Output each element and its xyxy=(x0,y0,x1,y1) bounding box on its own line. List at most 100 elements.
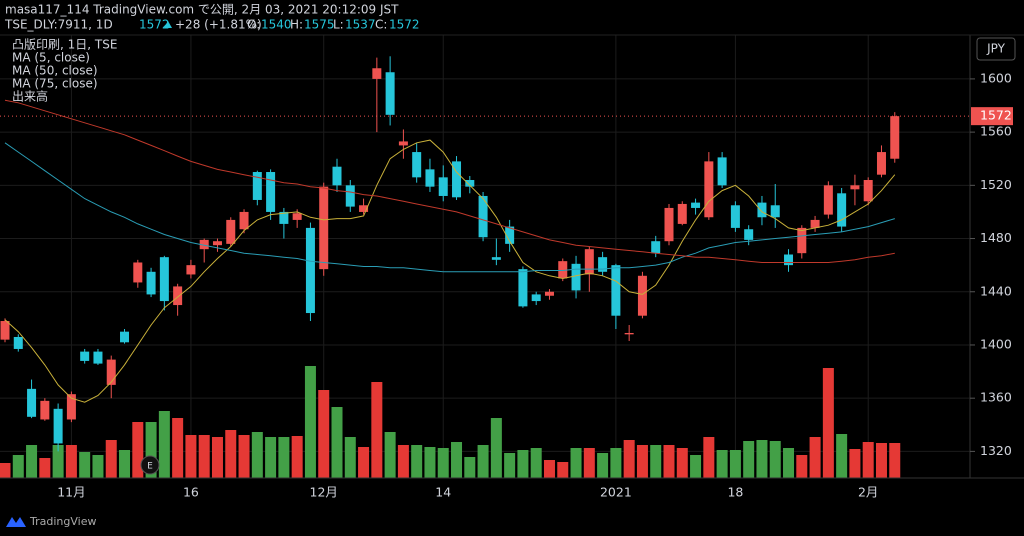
volume-bar xyxy=(769,441,781,478)
volume-bar xyxy=(783,448,795,478)
volume-bar xyxy=(557,462,569,478)
volume-bar xyxy=(451,442,463,478)
volume-bar xyxy=(52,445,64,478)
plot xyxy=(0,35,970,478)
volume-bar xyxy=(889,443,901,478)
candle-body xyxy=(730,205,740,228)
candle-body xyxy=(531,294,541,302)
y-tick-label: 1400 xyxy=(980,336,1012,351)
volume-bar xyxy=(65,445,77,478)
candle-body xyxy=(797,227,807,254)
candle-body xyxy=(677,203,687,224)
candle-body xyxy=(40,400,50,420)
candle-body xyxy=(837,193,847,227)
volume-bar xyxy=(875,443,887,478)
legend-ma5: MA (5, close) xyxy=(12,51,90,65)
volume-bar xyxy=(597,453,609,478)
volume-bar xyxy=(623,440,635,478)
candle-body xyxy=(332,166,342,186)
volume-bar xyxy=(358,447,370,478)
x-tick-label: 2021 xyxy=(600,485,632,500)
y-tick-label: 1440 xyxy=(980,283,1012,298)
h-label: H: xyxy=(290,18,303,32)
up-arrow xyxy=(164,21,172,28)
candle-body xyxy=(226,219,236,244)
candle-body xyxy=(544,291,554,296)
candle-body xyxy=(305,227,315,314)
candle-body xyxy=(863,180,873,202)
candle-body xyxy=(637,275,647,316)
candle-body xyxy=(465,180,475,187)
volume-bar xyxy=(796,455,808,478)
volume-bar xyxy=(0,463,11,478)
volume-bar xyxy=(344,437,356,478)
currency: JPY xyxy=(986,42,1006,56)
volume-bar xyxy=(384,432,396,478)
ma-line xyxy=(4,142,895,273)
candle-body xyxy=(757,202,767,218)
volume-bar xyxy=(92,455,104,478)
volume-bar xyxy=(477,445,489,478)
volume-bar xyxy=(424,447,436,478)
volume-bar xyxy=(836,434,848,478)
candle-body xyxy=(717,157,727,186)
candle-body xyxy=(80,351,90,361)
candle-body xyxy=(53,408,63,444)
volume-bar xyxy=(437,448,449,478)
candle-body xyxy=(691,202,701,208)
candle-body xyxy=(412,152,422,178)
volume-bar xyxy=(490,418,502,478)
y-tick-label: 1480 xyxy=(980,230,1012,245)
candle-body xyxy=(133,262,143,283)
candle-body xyxy=(279,211,289,224)
x-tick-label: 14 xyxy=(435,485,451,500)
candle-body xyxy=(292,213,302,220)
candle-body xyxy=(744,229,754,240)
candle-body xyxy=(212,241,222,246)
legend-title: 凸版印刷, 1日, TSE xyxy=(12,38,117,52)
candle-body xyxy=(651,241,661,254)
volume-bar xyxy=(690,455,702,478)
legend-ma50: MA (50, close) xyxy=(12,64,98,78)
candle-body xyxy=(584,249,594,275)
c-value: 1572 xyxy=(389,18,420,32)
candle-body xyxy=(558,261,568,279)
o-label: O: xyxy=(247,18,260,32)
last-price-label: 1572 xyxy=(980,108,1012,123)
candle-body xyxy=(491,257,501,260)
candle-body xyxy=(385,72,395,115)
volume-bar xyxy=(238,435,250,478)
volume-bar xyxy=(610,448,622,478)
volume-bar xyxy=(743,441,755,478)
candle-body xyxy=(784,254,794,266)
x-tick-label: 11月 xyxy=(57,485,85,500)
candle-body xyxy=(0,321,10,340)
y-tick-label: 1560 xyxy=(980,124,1012,139)
volume-bar xyxy=(158,411,170,478)
currency-box[interactable] xyxy=(976,37,1016,61)
volume-bar xyxy=(504,453,516,478)
volume-bar xyxy=(809,437,821,478)
earnings-circle[interactable] xyxy=(140,455,160,475)
candle-body xyxy=(173,286,183,306)
brand: TradingView xyxy=(29,515,96,528)
legend-volume: 出来高 xyxy=(12,89,48,104)
volume-bar xyxy=(172,418,184,478)
candle-body xyxy=(823,185,833,215)
volume-bar xyxy=(291,436,303,478)
volume-bar xyxy=(278,437,290,478)
volume-bar xyxy=(318,390,330,478)
volume-bar xyxy=(12,455,24,478)
volume-bar xyxy=(729,450,741,478)
volume-bar xyxy=(211,437,223,478)
candle-body xyxy=(890,116,900,159)
c-label: C: xyxy=(375,18,387,32)
volume-bar xyxy=(225,430,237,478)
volume-bar xyxy=(251,432,263,478)
candle-body xyxy=(93,351,103,364)
candle-body xyxy=(359,205,369,212)
candle-body xyxy=(624,332,634,335)
volume-bar xyxy=(145,422,157,478)
